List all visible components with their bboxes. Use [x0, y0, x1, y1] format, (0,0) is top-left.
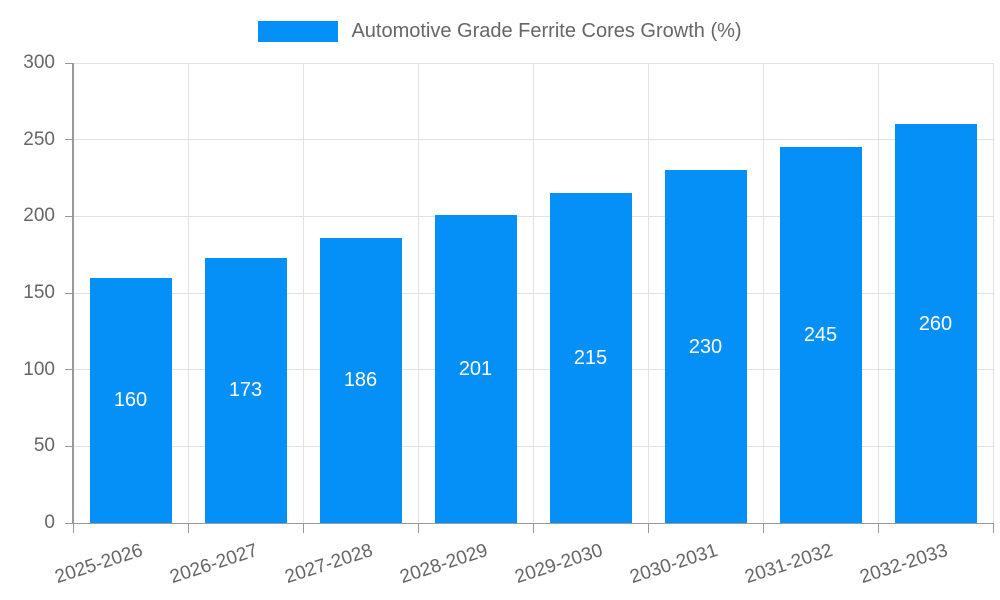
- bar-value-label: 186: [343, 369, 378, 392]
- gridline-vertical: [417, 63, 419, 523]
- y-axis-label: 250: [23, 128, 55, 150]
- x-axis-tick: [992, 523, 994, 533]
- y-axis-label: 200: [23, 205, 55, 227]
- bar: [434, 214, 517, 523]
- gridline-vertical: [302, 63, 304, 523]
- legend[interactable]: Automotive Grade Ferrite Cores Growth (%…: [0, 20, 1000, 43]
- bar-value-label: 160: [113, 389, 148, 412]
- bar: [549, 193, 632, 523]
- bar: [319, 237, 402, 523]
- bar-value-label: 260: [918, 312, 953, 335]
- x-axis-label: 2030-2031: [627, 540, 720, 589]
- x-axis-tick: [877, 523, 879, 533]
- y-axis-tick: [65, 215, 73, 217]
- gridline-vertical: [992, 63, 994, 523]
- bar: [894, 124, 977, 523]
- bar-value-label: 245: [803, 324, 838, 347]
- bar: [664, 170, 747, 523]
- x-axis-label: 2025-2026: [52, 540, 145, 589]
- y-axis-label: 150: [23, 282, 55, 303]
- x-axis-label: 2028-2029: [397, 540, 490, 589]
- x-axis-label: 2026-2027: [167, 540, 260, 589]
- x-axis-tick: [72, 523, 74, 533]
- gridline-vertical: [187, 63, 189, 523]
- x-axis-tick: [647, 523, 649, 533]
- bar-value-label: 230: [688, 335, 723, 358]
- y-axis-tick: [65, 369, 73, 371]
- y-axis-tick: [65, 292, 73, 294]
- bar: [204, 257, 287, 523]
- x-axis-label: 2029-2030: [512, 540, 605, 589]
- x-axis-label: 2032-2033: [857, 540, 950, 589]
- bar: [89, 277, 172, 523]
- bar-value-label: 173: [228, 379, 263, 402]
- y-axis-line: [72, 63, 74, 523]
- y-axis-tick: [65, 139, 73, 141]
- bar-value-label: 215: [573, 347, 608, 370]
- x-axis-tick: [417, 523, 419, 533]
- y-axis-tick: [65, 522, 73, 524]
- gridline-vertical: [762, 63, 764, 523]
- legend-swatch: [258, 21, 339, 42]
- bar: [779, 147, 862, 523]
- x-axis-tick: [302, 523, 304, 533]
- gridline-vertical: [877, 63, 879, 523]
- bar-value-label: 201: [458, 357, 493, 380]
- x-axis-tick: [532, 523, 534, 533]
- y-axis-label: 300: [23, 52, 55, 73]
- x-axis-tick: [762, 523, 764, 533]
- y-axis-tick: [65, 62, 73, 64]
- x-axis-tick: [187, 523, 189, 533]
- x-axis-label: 2031-2032: [742, 540, 835, 589]
- y-axis-label: 100: [23, 358, 55, 380]
- y-axis-label: 0: [44, 512, 55, 533]
- x-axis-label: 2027-2028: [282, 540, 375, 589]
- legend-label: Automotive Grade Ferrite Cores Growth (%…: [351, 20, 742, 42]
- gridline-vertical: [647, 63, 649, 523]
- y-axis-label: 50: [33, 435, 55, 457]
- x-axis-line: [72, 522, 993, 524]
- y-axis-tick: [65, 445, 73, 447]
- gridline-vertical: [532, 63, 534, 523]
